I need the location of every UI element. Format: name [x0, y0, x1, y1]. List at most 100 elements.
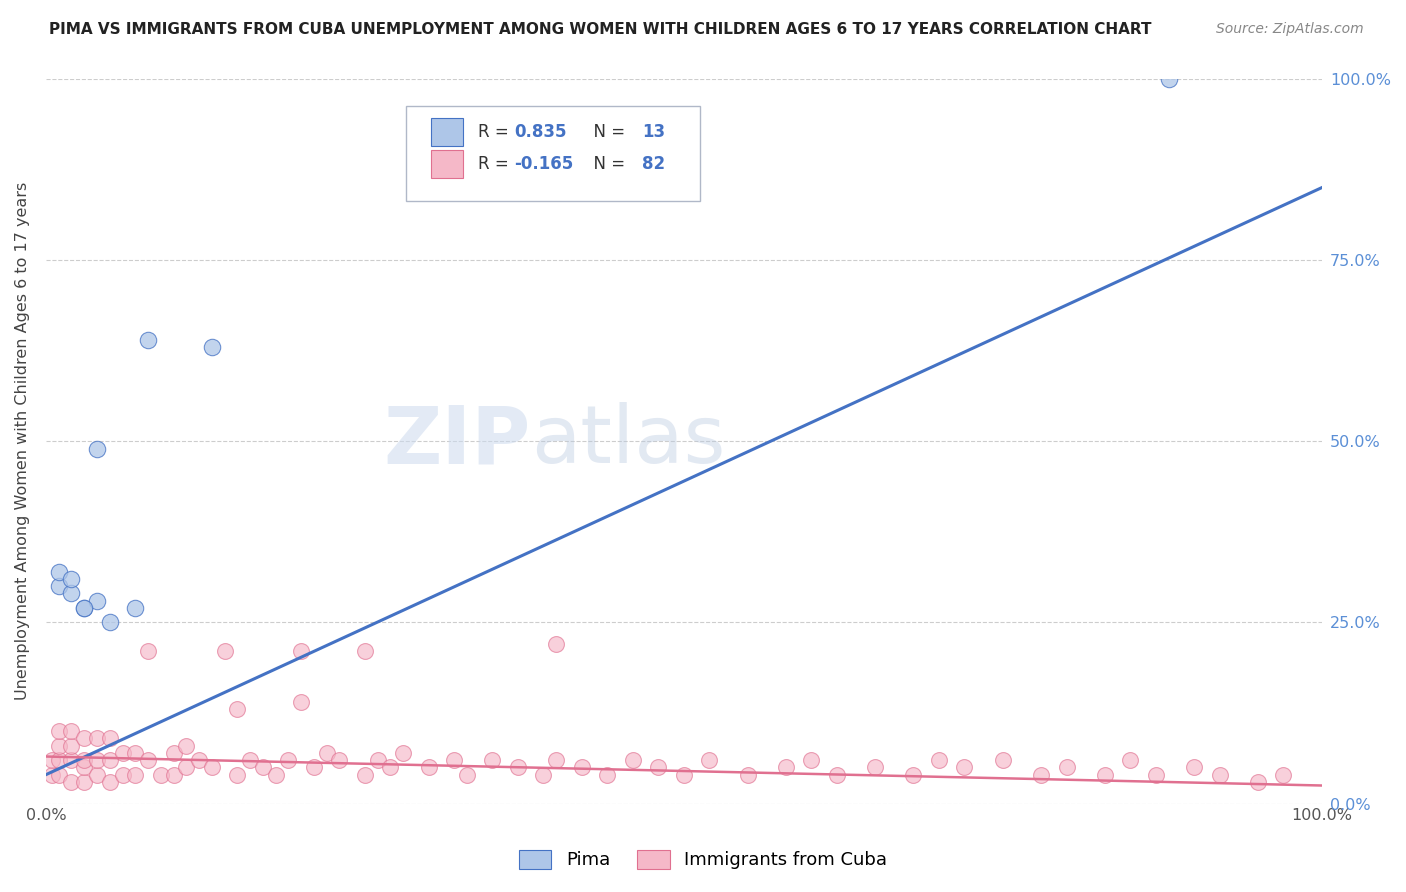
Point: [41, 767, 63, 781]
Point: [546, 753, 568, 767]
Point: [953, 760, 976, 774]
Point: [149, 767, 172, 781]
FancyBboxPatch shape: [406, 106, 700, 201]
Point: [1272, 767, 1295, 781]
Point: [226, 702, 249, 716]
Point: [73, 775, 96, 789]
Point: [863, 760, 886, 774]
Point: [672, 767, 695, 781]
Point: [354, 644, 377, 658]
Point: [1208, 767, 1230, 781]
Legend: Pima, Immigrants from Cuba: Pima, Immigrants from Cuba: [510, 841, 896, 879]
FancyBboxPatch shape: [432, 150, 463, 178]
Point: [290, 695, 312, 709]
Point: [775, 760, 797, 774]
Point: [506, 760, 529, 774]
Point: [214, 644, 236, 658]
Point: [48, 724, 70, 739]
Point: [73, 601, 96, 615]
Point: [73, 760, 96, 774]
Point: [201, 760, 224, 774]
Point: [162, 767, 184, 781]
Point: [443, 753, 465, 767]
Text: N =: N =: [583, 123, 630, 141]
Text: -0.165: -0.165: [515, 155, 574, 173]
Point: [73, 601, 96, 615]
Point: [48, 753, 70, 767]
Point: [1182, 760, 1205, 774]
Point: [201, 340, 224, 354]
Text: R =: R =: [478, 155, 515, 173]
Point: [277, 753, 299, 767]
Point: [136, 753, 159, 767]
Text: Source: ZipAtlas.com: Source: ZipAtlas.com: [1216, 22, 1364, 37]
Point: [991, 753, 1014, 767]
Point: [73, 731, 96, 746]
Point: [60, 775, 83, 789]
Text: PIMA VS IMMIGRANTS FROM CUBA UNEMPLOYMENT AMONG WOMEN WITH CHILDREN AGES 6 TO 17: PIMA VS IMMIGRANTS FROM CUBA UNEMPLOYMEN…: [49, 22, 1152, 37]
Point: [136, 333, 159, 347]
Point: [1056, 760, 1078, 774]
Point: [60, 739, 83, 753]
Point: [380, 760, 402, 774]
Point: [98, 753, 121, 767]
Point: [60, 724, 83, 739]
Point: [73, 753, 96, 767]
Text: atlas: atlas: [530, 402, 725, 480]
Point: [60, 586, 83, 600]
Point: [647, 760, 669, 774]
Point: [903, 767, 925, 781]
Point: [571, 760, 593, 774]
Point: [737, 767, 759, 781]
Point: [48, 579, 70, 593]
Point: [124, 767, 146, 781]
Point: [546, 637, 568, 651]
Text: N =: N =: [583, 155, 630, 173]
Point: [176, 739, 198, 753]
Point: [596, 767, 619, 781]
Point: [418, 760, 440, 774]
Point: [825, 767, 848, 781]
Point: [392, 746, 415, 760]
Point: [928, 753, 950, 767]
Point: [98, 731, 121, 746]
Point: [111, 746, 134, 760]
Point: [124, 746, 146, 760]
Point: [188, 753, 211, 767]
Point: [86, 731, 108, 746]
Point: [41, 753, 63, 767]
Point: [48, 739, 70, 753]
Text: 82: 82: [641, 155, 665, 173]
Point: [162, 746, 184, 760]
Point: [86, 767, 108, 781]
Point: [264, 767, 287, 781]
Point: [176, 760, 198, 774]
Point: [60, 753, 83, 767]
Point: [252, 760, 274, 774]
Point: [800, 753, 823, 767]
Point: [1157, 72, 1180, 87]
FancyBboxPatch shape: [432, 118, 463, 145]
Point: [354, 767, 377, 781]
Point: [226, 767, 249, 781]
Point: [86, 442, 108, 456]
Point: [1029, 767, 1052, 781]
Text: 0.835: 0.835: [515, 123, 567, 141]
Point: [48, 767, 70, 781]
Point: [1119, 753, 1142, 767]
Point: [98, 615, 121, 630]
Point: [239, 753, 262, 767]
Point: [1247, 775, 1270, 789]
Point: [290, 644, 312, 658]
Point: [60, 572, 83, 586]
Point: [1144, 767, 1167, 781]
Point: [302, 760, 325, 774]
Point: [111, 767, 134, 781]
Point: [456, 767, 478, 781]
Point: [533, 767, 555, 781]
Point: [86, 593, 108, 607]
Point: [136, 644, 159, 658]
Point: [481, 753, 503, 767]
Point: [98, 775, 121, 789]
Point: [315, 746, 337, 760]
